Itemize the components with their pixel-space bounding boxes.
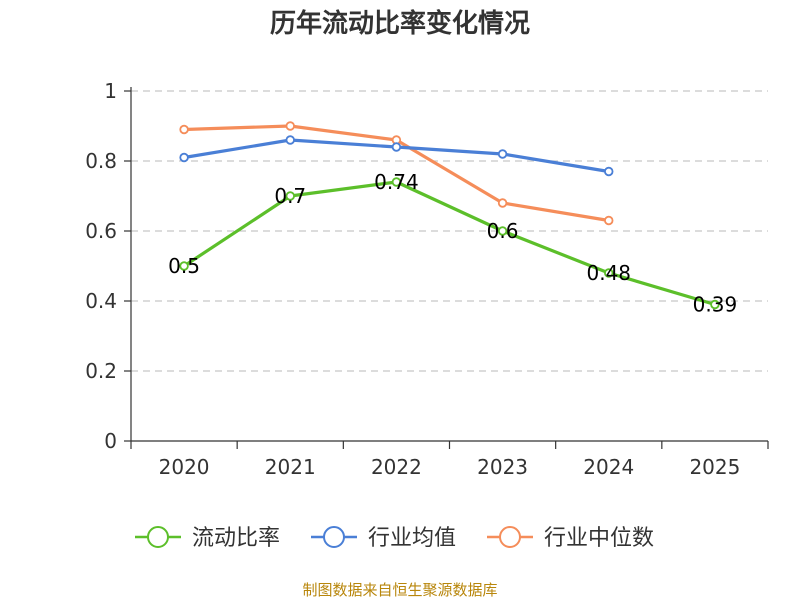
data-label: 0.74 — [374, 170, 419, 194]
data-point[interactable] — [497, 149, 508, 159]
data-labels: 0.5 0.7 0.74 0.6 0.48 0.39 — [168, 170, 737, 317]
y-tick-label: 1 — [104, 79, 117, 103]
data-point[interactable] — [604, 268, 614, 278]
data-label: 0.7 — [274, 184, 306, 208]
data-point[interactable] — [179, 152, 189, 163]
x-tick-label: 2023 — [477, 455, 528, 479]
data-point[interactable] — [497, 198, 508, 208]
data-label: 0.48 — [586, 261, 631, 285]
data-label: 0.5 — [168, 254, 200, 278]
x-tick-label: 2024 — [583, 455, 634, 479]
legend-label: 流动比率 — [192, 526, 280, 551]
data-point[interactable] — [391, 177, 402, 187]
series-line — [182, 180, 717, 307]
x-tick-label: 2021 — [265, 455, 316, 479]
y-tick-label: 0.6 — [85, 219, 117, 243]
data-point[interactable] — [391, 142, 402, 152]
data-point[interactable] — [285, 191, 295, 201]
y-tick-label: 0 — [104, 429, 117, 453]
legend-label: 行业中位数 — [544, 526, 654, 551]
y-tick-label: 0.2 — [85, 359, 117, 383]
legend-marker — [499, 526, 521, 548]
series-1 — [179, 135, 614, 177]
data-point[interactable] — [285, 121, 295, 131]
data-label: 0.39 — [693, 293, 738, 317]
legend[interactable]: 流动比率 行业均值 行业中位数 — [135, 526, 654, 551]
series-group — [179, 121, 720, 310]
x-axis-ticks: 2020 2021 2022 2023 2024 2025 — [130, 441, 769, 479]
x-tick-label: 2022 — [371, 455, 422, 479]
series-2 — [179, 121, 614, 226]
data-label: 0.6 — [487, 219, 519, 243]
data-point[interactable] — [604, 166, 614, 177]
legend-marker — [147, 526, 169, 548]
x-tick-label: 2025 — [689, 455, 740, 479]
data-point[interactable] — [179, 124, 189, 135]
data-point[interactable] — [497, 226, 508, 236]
data-point[interactable] — [710, 299, 720, 310]
y-tick-label: 0.8 — [85, 149, 117, 173]
data-point[interactable] — [179, 261, 189, 271]
y-tick-label: 0.4 — [85, 289, 117, 313]
y-axis-ticks: 0 0.2 0.4 0.6 0.8 1 — [85, 79, 131, 453]
data-point[interactable] — [604, 215, 614, 226]
legend-marker — [323, 526, 345, 548]
data-point[interactable] — [285, 135, 295, 145]
grid-lines — [131, 90, 768, 372]
axes — [130, 87, 768, 442]
series-0 — [179, 177, 720, 310]
source-note: 制图数据来自恒生聚源数据库 — [302, 581, 497, 599]
legend-label: 行业均值 — [368, 526, 456, 551]
chart-title: 历年流动比率变化情况 — [270, 8, 530, 39]
legend-item-2[interactable]: 行业中位数 — [487, 526, 654, 551]
x-tick-label: 2020 — [159, 455, 210, 479]
legend-item-0[interactable]: 流动比率 — [135, 526, 280, 551]
legend-item-1[interactable]: 行业均值 — [311, 526, 456, 551]
